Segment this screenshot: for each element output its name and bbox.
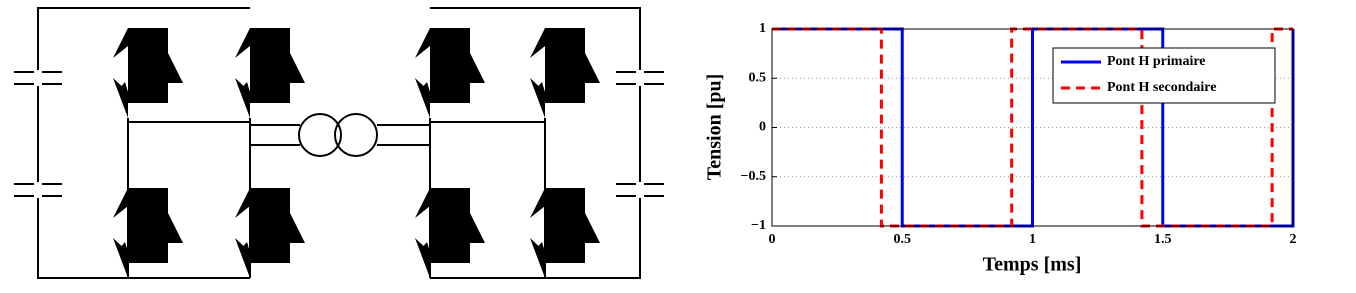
- switch-cell: [212, 8, 305, 118]
- switch-cell: [212, 168, 305, 278]
- switch-cell: [90, 168, 183, 278]
- switch-cell: [90, 8, 183, 118]
- x-tick-label: 1: [1029, 232, 1036, 247]
- legend-box: [1052, 47, 1276, 104]
- right-rail: [430, 7, 641, 279]
- legend-label: Pont H secondaire: [1107, 80, 1216, 95]
- left-rail: [37, 7, 128, 279]
- transformer-coil: [298, 113, 342, 157]
- y-tick-label: 0: [759, 120, 766, 135]
- x-tick-label: 1.5: [1154, 232, 1172, 247]
- x-tick-label: 0: [769, 232, 776, 247]
- y-tick-label: 1: [759, 21, 766, 36]
- y-tick-label: −0.5: [741, 169, 766, 184]
- switch-cell: [507, 8, 600, 118]
- x-tick-label: 2: [1290, 232, 1297, 247]
- legend-label: Pont H primaire: [1107, 54, 1206, 69]
- y-tick-label: 0.5: [749, 70, 767, 85]
- switch-cell: [507, 168, 600, 278]
- switch-cell: [392, 168, 485, 278]
- transformer-coil: [334, 113, 378, 157]
- y-axis-label: Tension [pu]: [704, 74, 726, 181]
- switch-cell: [392, 8, 485, 118]
- x-axis-label: Temps [ms]: [983, 254, 1082, 276]
- circuit-diagram: [14, 7, 664, 279]
- y-tick-label: −1: [751, 218, 766, 233]
- x-tick-label: 0.5: [894, 232, 912, 247]
- plot-frame: [771, 28, 1294, 227]
